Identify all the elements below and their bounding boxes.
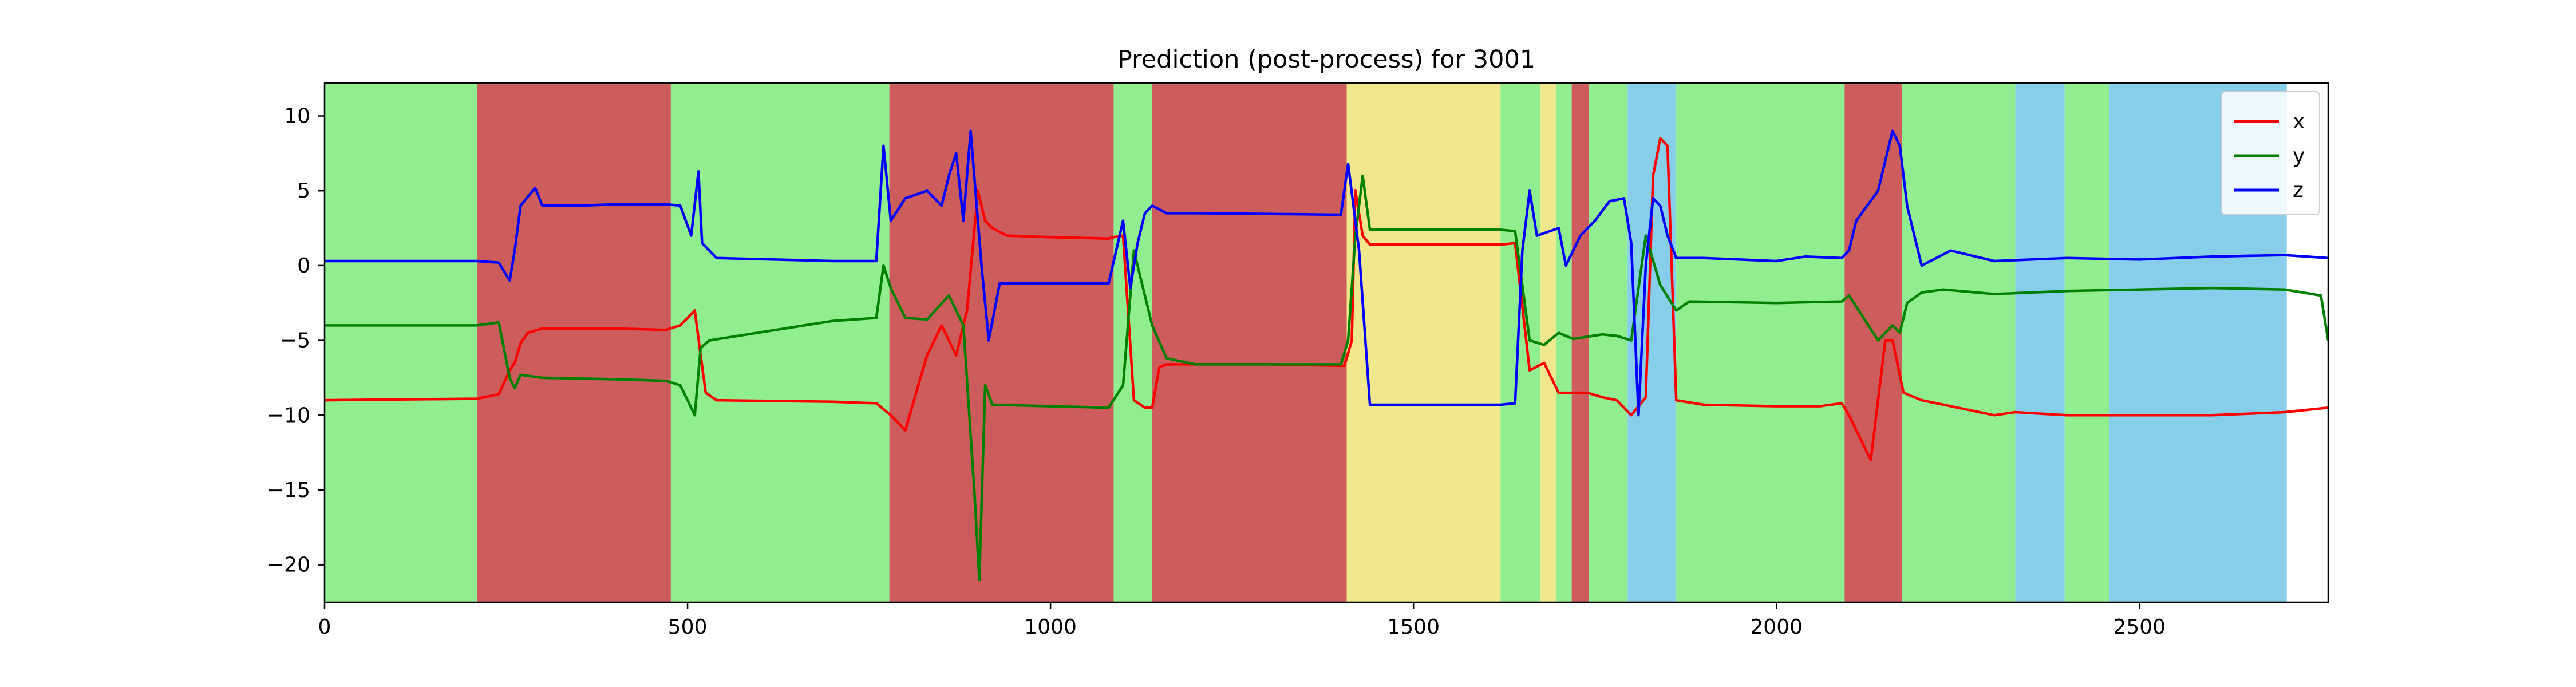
background-band-13 xyxy=(1676,83,1845,602)
background-band-9 xyxy=(1556,83,1572,602)
x-tick-label: 0 xyxy=(318,615,331,639)
chart-title: Prediction (post-process) for 3001 xyxy=(1117,45,1535,74)
background-band-17 xyxy=(2064,83,2109,602)
background-band-4 xyxy=(1113,83,1152,602)
background-band-10 xyxy=(1571,83,1590,602)
background-band-6 xyxy=(1346,83,1501,602)
background-band-3 xyxy=(889,83,1114,602)
series-line-y xyxy=(325,174,2328,582)
background-band-2 xyxy=(670,83,890,602)
y-tick-label: 0 xyxy=(297,254,310,278)
y-axis-ticks: 10 5 0 −5 −10 −15 −20 xyxy=(267,105,325,577)
x-tick-label: 2500 xyxy=(2113,615,2166,639)
legend-label-x: x xyxy=(2293,110,2305,133)
background-band-16 xyxy=(2015,83,2065,602)
series-lines xyxy=(325,129,2328,582)
x-tick-label: 500 xyxy=(668,615,708,639)
background-band-0 xyxy=(325,83,477,602)
background-band-15 xyxy=(1902,83,2016,602)
y-tick-label: −10 xyxy=(267,404,310,427)
x-tick-label: 1000 xyxy=(1024,615,1077,639)
series-line-z xyxy=(325,129,2328,417)
y-tick-label: 10 xyxy=(284,105,310,128)
plot-frame xyxy=(323,82,2329,603)
y-tick-label: 5 xyxy=(297,179,310,203)
y-tick-label: −20 xyxy=(267,554,310,577)
x-tick-label: 2000 xyxy=(1750,615,1803,639)
background-band-5 xyxy=(1152,83,1347,602)
y-tick-label: −5 xyxy=(280,329,310,353)
background-band-1 xyxy=(477,83,671,602)
y-tick-label: −15 xyxy=(267,479,310,502)
legend-label-z: z xyxy=(2293,179,2304,202)
legend: xyz xyxy=(2221,91,2320,215)
legend-label-y: y xyxy=(2293,144,2305,168)
background-bands xyxy=(325,83,2287,602)
background-band-11 xyxy=(1589,83,1628,602)
x-tick-label: 1500 xyxy=(1387,615,1440,639)
x-axis-ticks: 0 500 1000 1500 2000 2500 xyxy=(318,602,2166,639)
